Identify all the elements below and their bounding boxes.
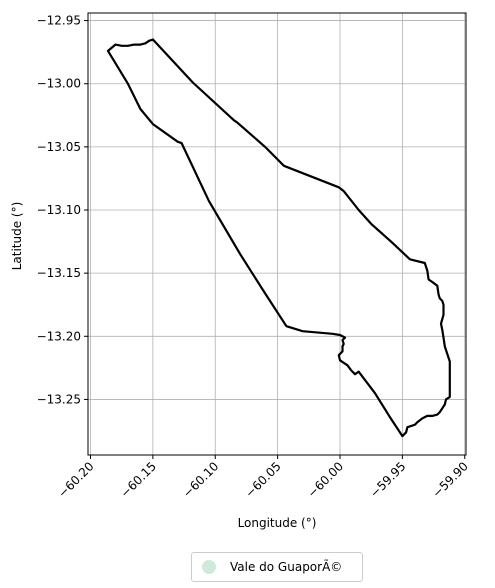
y-tick-label: −13.15 — [37, 266, 81, 280]
x-axis-label: Longitude (°) — [238, 516, 317, 530]
y-tick-label: −13.05 — [37, 140, 81, 154]
x-tick-label: −60.10 — [180, 459, 221, 500]
x-tick-label: −60.05 — [242, 459, 283, 500]
x-axis-ticks: −60.20 −60.15 −60.10 −60.05 −60.00 −59.95 −59.… — [55, 455, 471, 501]
y-tick-label: −13.10 — [37, 203, 81, 217]
x-tick-label: −59.95 — [367, 459, 408, 500]
legend: Vale do GuaporÃ© — [191, 552, 363, 582]
x-tick-label: −59.90 — [430, 459, 471, 500]
y-tick-label: −13.00 — [37, 77, 81, 91]
grid-lines — [88, 13, 466, 455]
x-tick-label: −60.00 — [305, 459, 346, 500]
y-axis-label: Latitude (°) — [10, 202, 24, 271]
plot-frame — [87, 12, 467, 456]
x-tick-label: −60.15 — [118, 459, 159, 500]
y-axis-ticks: −12.95 −13.00 −13.05 −13.10 −13.15 −13.20 −13.… — [37, 14, 88, 406]
y-tick-label: −12.95 — [37, 14, 81, 28]
region-boundary — [106, 38, 451, 438]
legend-swatch — [202, 560, 216, 574]
y-tick-label: −13.20 — [37, 329, 81, 343]
legend-label: Vale do GuaporÃ© — [230, 560, 343, 574]
x-tick-label: −60.20 — [55, 459, 96, 500]
y-tick-label: −13.25 — [37, 392, 81, 406]
